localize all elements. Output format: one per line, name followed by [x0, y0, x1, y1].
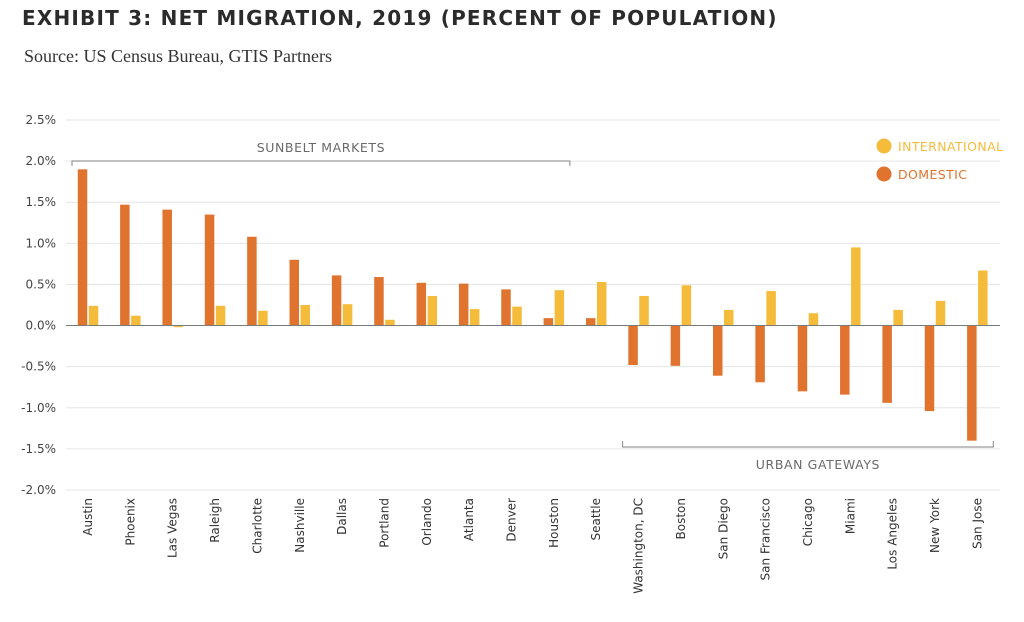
x-category-label: Phoenix — [123, 498, 137, 546]
bar-international — [469, 309, 480, 326]
bar-domestic — [77, 169, 88, 326]
bar-domestic — [585, 318, 596, 326]
bar-international — [893, 309, 903, 326]
legend-label-domestic: DOMESTIC — [898, 167, 967, 182]
bar-international — [258, 310, 268, 326]
bar-domestic — [882, 325, 892, 403]
bar-domestic — [840, 325, 850, 395]
x-category-label: Chicago — [801, 498, 815, 546]
bar-international — [88, 305, 99, 326]
bar-domestic — [670, 325, 681, 366]
x-category-label: Orlando — [420, 498, 434, 546]
bar-international — [978, 270, 988, 326]
y-tick-label: 0.0% — [26, 319, 57, 333]
legend-label-international: INTERNATIONAL — [898, 139, 1003, 154]
bar-international — [808, 313, 819, 326]
bar-international — [512, 306, 522, 326]
bar-domestic — [924, 325, 935, 412]
bar-international — [724, 309, 734, 326]
x-category-label: Austin — [81, 498, 95, 536]
bar-international — [215, 305, 226, 326]
bar-international — [342, 304, 353, 326]
y-tick-label: -1.5% — [21, 442, 56, 456]
y-tick-label: 0.5% — [26, 277, 57, 291]
chart-title: EXHIBIT 3: NET MIGRATION, 2019 (PERCENT … — [22, 6, 778, 30]
bar-international — [596, 281, 607, 326]
bar-international — [173, 325, 183, 328]
urban-gateways-bracket — [621, 441, 994, 448]
bar-international — [935, 300, 946, 326]
chart-subtitle: Source: US Census Bureau, GTIS Partners — [24, 46, 332, 66]
bar-international — [427, 295, 438, 326]
x-category-label: Las Vegas — [166, 498, 180, 558]
x-category-label: Los Angeles — [886, 498, 900, 570]
bar-domestic — [120, 204, 130, 326]
bar-domestic — [289, 259, 299, 326]
y-tick-label: 2.5% — [26, 113, 57, 127]
x-category-label: Portland — [377, 498, 391, 548]
y-tick-label: 1.5% — [26, 195, 57, 209]
bar-domestic — [247, 236, 257, 326]
y-tick-label: 2.0% — [26, 154, 57, 168]
y-tick-label: 1.0% — [26, 236, 57, 250]
bar-domestic — [331, 275, 342, 326]
legend-marker-domestic — [876, 166, 892, 182]
bar-domestic — [204, 214, 215, 326]
bar-domestic — [374, 277, 384, 326]
bar-domestic — [501, 289, 511, 326]
y-tick-label: -0.5% — [21, 360, 56, 374]
bar-international — [766, 291, 776, 326]
x-category-label: Seattle — [589, 498, 603, 540]
bar-international — [639, 295, 649, 326]
bar-domestic — [797, 325, 808, 392]
x-category-label: Dallas — [335, 498, 349, 535]
bar-domestic — [543, 318, 554, 326]
x-category-label: San Jose — [970, 498, 984, 549]
bar-international — [300, 305, 310, 326]
x-category-label: Boston — [674, 498, 688, 539]
y-tick-label: -1.0% — [21, 401, 56, 415]
x-category-label: New York — [928, 498, 942, 553]
x-category-label: San Francisco — [759, 498, 773, 580]
y-tick-label: -2.0% — [21, 483, 56, 497]
x-category-label: Houston — [547, 498, 561, 548]
bar-international — [851, 247, 861, 326]
bar-international — [681, 285, 692, 326]
x-category-label: Nashville — [293, 498, 307, 553]
x-category-label: Miami — [843, 498, 857, 534]
bar-domestic — [713, 325, 723, 376]
bar-international — [554, 290, 565, 326]
sunbelt-markets-label: SUNBELT MARKETS — [257, 140, 385, 155]
bar-domestic — [458, 283, 469, 326]
bar-domestic — [628, 325, 638, 366]
x-category-label: Charlotte — [250, 498, 264, 554]
x-category-label: Atlanta — [462, 498, 476, 541]
x-category-label: San Diego — [716, 498, 730, 559]
sunbelt-bracket — [71, 160, 571, 166]
bar-domestic — [755, 325, 765, 383]
bar-domestic — [967, 325, 977, 441]
x-category-label: Washington, DC — [632, 498, 646, 594]
urban-gateways-label: URBAN GATEWAYS — [756, 457, 880, 472]
bar-domestic — [416, 282, 427, 326]
x-category-label: Raleigh — [208, 498, 222, 543]
bar-international — [131, 315, 141, 326]
x-category-label: Denver — [505, 498, 519, 542]
bar-international — [385, 319, 395, 326]
legend-marker-international — [876, 138, 892, 154]
bar-domestic — [162, 209, 172, 326]
